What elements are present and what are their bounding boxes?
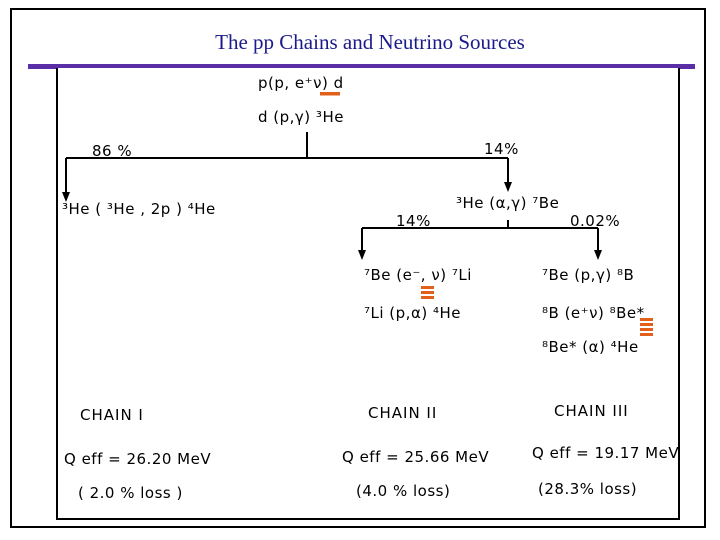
dp-reaction: d (p,γ) ³He: [258, 108, 344, 126]
slide-frame: [10, 8, 706, 528]
branch-lines: [62, 92, 653, 336]
chain1-label: CHAIN I: [80, 406, 144, 424]
branch-14-percent: 14%: [484, 140, 519, 158]
he3alpha-reaction: ³He (α,γ) ⁷Be: [456, 194, 560, 212]
chain3-label: CHAIN III: [554, 402, 629, 420]
b8-neutrino-marker-1: [640, 318, 653, 321]
slide-title: The pp Chains and Neutrino Sources: [215, 30, 525, 54]
b8-neutrino-marker-4: [640, 333, 653, 336]
b8-neutrino-marker-2: [640, 323, 653, 326]
sub-branch-002-percent: 0.02%: [570, 212, 621, 230]
pp-reaction: p(p, e⁺ν) d: [258, 74, 344, 92]
b8-decay-reaction: ⁸B (e⁺ν) ⁸Be*: [542, 304, 645, 322]
chain2-qeff: Q eff = 25.66 MeV: [342, 448, 490, 466]
sub-branch-14-percent: 14%: [396, 212, 431, 230]
branch-86-percent: 86 %: [92, 142, 133, 160]
pp-neutrino-marker: [320, 92, 340, 96]
be8-decay-reaction: ⁸Be* (α) ⁴He: [542, 338, 639, 356]
chain2-loss: (4.0 % loss): [356, 482, 451, 500]
be7-neutrino-marker-2: [421, 291, 434, 294]
chain3-loss: (28.3% loss): [538, 480, 638, 498]
be7-neutrino-marker-1: [421, 286, 434, 289]
chain2-label: CHAIN II: [368, 404, 438, 422]
be7-capture-reaction: ⁷Be (e⁻, ν) ⁷Li: [364, 266, 472, 284]
chain1-loss: ( 2.0 % loss ): [78, 484, 183, 502]
chain1-arrow: [62, 192, 70, 202]
chain1-qeff: Q eff = 26.20 MeV: [64, 450, 212, 468]
he3he3-reaction: ³He ( ³He , 2p ) ⁴He: [62, 200, 216, 218]
be7-neutrino-marker-3: [421, 296, 434, 299]
li7p-reaction: ⁷Li (p,α) ⁴He: [364, 304, 461, 322]
b8-neutrino-marker-3: [640, 328, 653, 331]
be7p-reaction: ⁷Be (p,γ) ⁸B: [542, 266, 635, 284]
chain3-qeff: Q eff = 19.17 MeV: [532, 444, 680, 462]
chain2-arrow: [358, 250, 366, 260]
pp-chain-diagram: p(p, e⁺ν) d d (p,γ) ³He 86 % 14% ³He ( ³…: [56, 68, 680, 520]
he3alpha-arrow: [504, 182, 512, 192]
title-underline: [28, 64, 695, 69]
chain3-arrow: [594, 250, 602, 260]
